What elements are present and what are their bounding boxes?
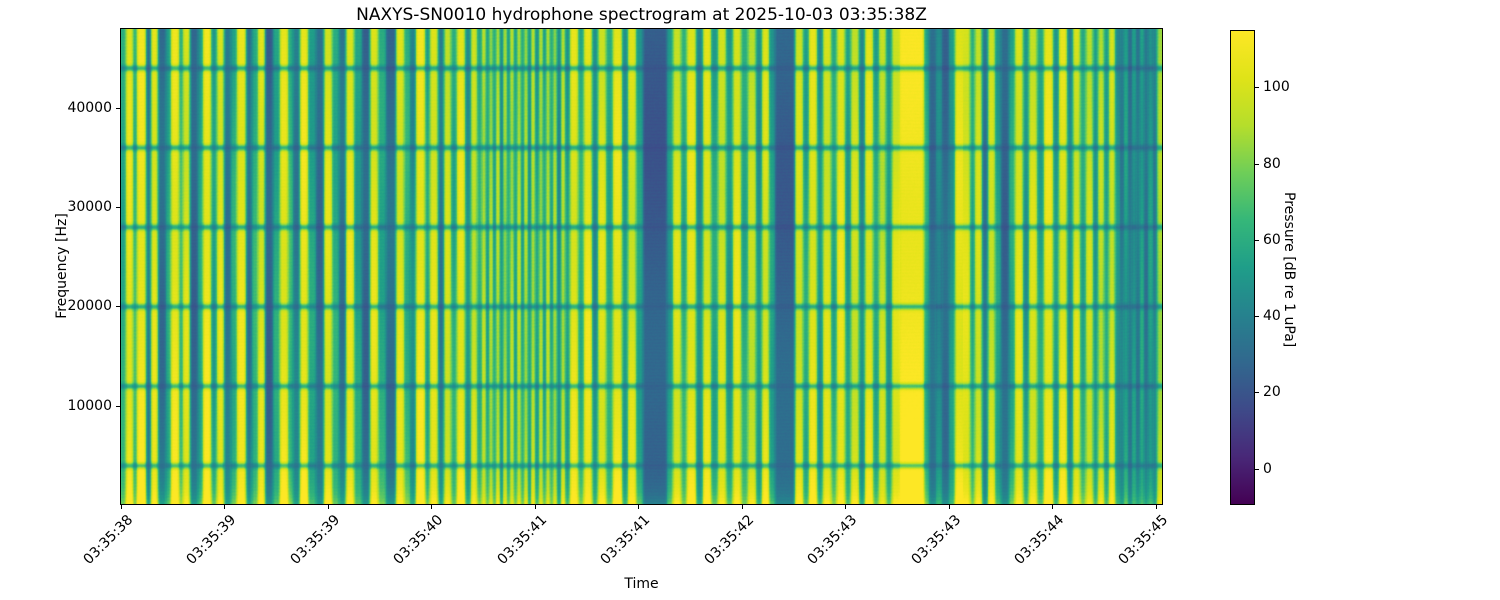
colorbar-tick-mark bbox=[1255, 316, 1259, 318]
x-tick-label: 03:35:43 bbox=[908, 512, 965, 568]
y-tick-label: 40000 bbox=[67, 99, 112, 116]
y-tick-label: 20000 bbox=[67, 298, 112, 315]
x-tick-mark bbox=[948, 505, 950, 509]
y-tick-mark bbox=[116, 306, 120, 308]
x-tick-label: 03:35:39 bbox=[183, 512, 240, 568]
y-axis-label: Frequency [Hz] bbox=[54, 213, 70, 319]
x-tick-label: 03:35:44 bbox=[1011, 512, 1068, 568]
x-tick-mark bbox=[534, 505, 536, 509]
x-tick-mark bbox=[327, 505, 329, 509]
x-tick-label: 03:35:38 bbox=[80, 512, 137, 568]
x-tick-mark bbox=[224, 505, 226, 509]
x-tick-mark bbox=[1155, 505, 1157, 509]
x-tick-label: 03:35:40 bbox=[390, 512, 447, 568]
y-tick-mark bbox=[116, 107, 120, 109]
x-tick-label: 03:35:45 bbox=[1115, 512, 1172, 568]
x-tick-label: 03:35:42 bbox=[701, 512, 758, 568]
spectrogram-heatmap bbox=[120, 28, 1163, 505]
x-tick-label: 03:35:41 bbox=[597, 512, 654, 568]
colorbar-tick-label: 40 bbox=[1263, 308, 1281, 325]
x-tick-mark bbox=[638, 505, 640, 509]
colorbar bbox=[1230, 30, 1255, 505]
colorbar-tick-mark bbox=[1255, 87, 1259, 89]
colorbar-tick-label: 100 bbox=[1263, 79, 1290, 96]
x-tick-mark bbox=[121, 505, 122, 509]
y-tick-label: 30000 bbox=[67, 198, 112, 215]
chart-title: NAXYS-SN0010 hydrophone spectrogram at 2… bbox=[356, 5, 927, 25]
y-tick-label: 10000 bbox=[67, 397, 112, 414]
colorbar-label: Pressure [dB re 1 uPa] bbox=[1281, 192, 1297, 348]
x-tick-mark bbox=[431, 505, 433, 509]
colorbar-tick-label: 80 bbox=[1263, 155, 1281, 172]
y-tick-mark bbox=[116, 206, 120, 208]
x-tick-label: 03:35:41 bbox=[494, 512, 551, 568]
x-tick-mark bbox=[741, 505, 743, 509]
colorbar-tick-label: 0 bbox=[1263, 460, 1272, 477]
colorbar-tick-label: 60 bbox=[1263, 231, 1281, 248]
x-tick-mark bbox=[1052, 505, 1054, 509]
y-tick-mark bbox=[116, 405, 120, 407]
x-tick-label: 03:35:43 bbox=[804, 512, 861, 568]
x-tick-mark bbox=[845, 505, 847, 509]
x-tick-label: 03:35:39 bbox=[287, 512, 344, 568]
colorbar-tick-mark bbox=[1255, 163, 1259, 165]
colorbar-tick-mark bbox=[1255, 392, 1259, 394]
x-axis-label: Time bbox=[624, 576, 659, 592]
colorbar-tick-mark bbox=[1255, 239, 1259, 241]
colorbar-tick-mark bbox=[1255, 468, 1259, 470]
colorbar-tick-label: 20 bbox=[1263, 384, 1281, 401]
